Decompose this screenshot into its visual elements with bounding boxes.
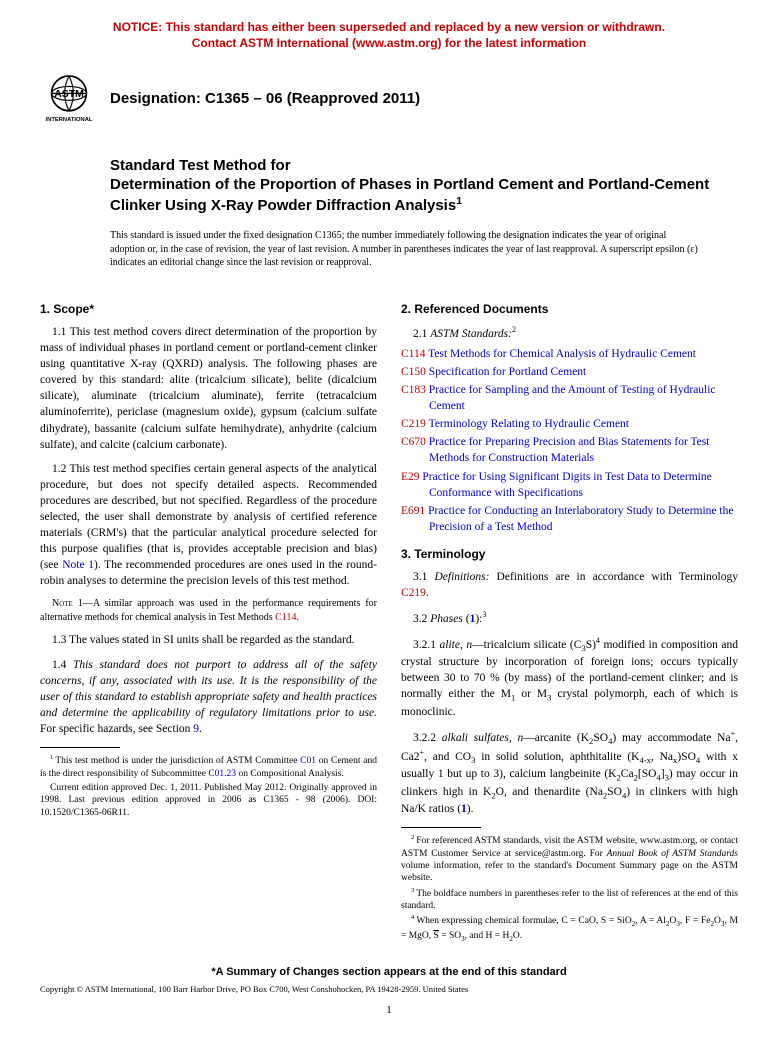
ref-item: C114 Test Methods for Chemical Analysis … [401, 346, 738, 362]
c0123-link[interactable]: C01.23 [208, 769, 236, 779]
scope-heading: 1. Scope* [40, 302, 377, 316]
title-main: Determination of the Proportion of Phase… [110, 176, 738, 216]
references-sub: 2.1 ASTM Standards:2 [401, 324, 738, 342]
ref-item: C150 Specification for Portland Cement [401, 364, 738, 380]
terminology-heading: 3. Terminology [401, 547, 738, 561]
ref-code[interactable]: C219 [401, 418, 426, 430]
footnote-1: 1 This test method is under the jurisdic… [40, 754, 377, 780]
summary-line: *A Summary of Changes section appears at… [40, 966, 738, 978]
issuance-note: This standard is issued under the fixed … [110, 229, 698, 270]
scope-1-1: 1.1 This test method covers direct deter… [40, 324, 377, 453]
footnote-1b: Current edition approved Dec. 1, 2011. P… [40, 782, 377, 819]
notice-line1: NOTICE: This standard has either been su… [113, 20, 665, 34]
right-column: 2. Referenced Documents 2.1 ASTM Standar… [401, 298, 738, 946]
ref-code[interactable]: C183 [401, 384, 426, 396]
c01-link[interactable]: C01 [300, 756, 316, 766]
content-columns: 1. Scope* 1.1 This test method covers di… [40, 298, 738, 946]
footnotes-right: 2 For referenced ASTM standards, visit t… [401, 834, 738, 944]
notice-line2: Contact ASTM International (www.astm.org… [192, 36, 586, 50]
header-row: ASTM INTERNATIONAL Designation: C1365 – … [40, 69, 738, 127]
scope-1-2: 1.2 This test method specifies certain g… [40, 461, 377, 590]
ref-code[interactable]: C114 [401, 348, 426, 360]
ref-item: C670 Practice for Preparing Precision an… [401, 434, 738, 466]
ref-code[interactable]: C670 [401, 436, 426, 448]
svg-text:ASTM: ASTM [54, 89, 84, 100]
scope-1-3: 1.3 The values stated in SI units shall … [40, 632, 377, 648]
note1-link[interactable]: Note 1 [62, 559, 94, 571]
svg-text:INTERNATIONAL: INTERNATIONAL [46, 117, 93, 123]
term-3-2: 3.2 Phases (1):3 [401, 609, 738, 627]
designation: Designation: C1365 – 06 (Reapproved 2011… [110, 90, 420, 107]
title-block: Standard Test Method for Determination o… [110, 157, 738, 215]
references-heading: 2. Referenced Documents [401, 302, 738, 316]
ref-code[interactable]: C150 [401, 366, 426, 378]
ref-text[interactable]: Practice for Conducting an Interlaborato… [428, 505, 733, 533]
title-pre: Standard Test Method for [110, 157, 738, 176]
c219-link[interactable]: C219 [401, 587, 426, 599]
footnote-rule-right [401, 827, 481, 828]
ref-item: E691 Practice for Conducting an Interlab… [401, 503, 738, 535]
term-3-2-2: 3.2.2 alkali sulfates, n—arcanite (K2SO4… [401, 728, 738, 817]
ref-text[interactable]: Practice for Using Significant Digits in… [422, 471, 711, 499]
ref-text[interactable]: Test Methods for Chemical Analysis of Hy… [428, 348, 696, 360]
copyright: Copyright © ASTM International, 100 Barr… [40, 984, 738, 994]
astm-logo-icon: ASTM INTERNATIONAL [40, 69, 98, 127]
ref-text[interactable]: Practice for Preparing Precision and Bia… [429, 436, 710, 464]
ref-item: E29 Practice for Using Significant Digit… [401, 469, 738, 501]
footnote-2: 2 For referenced ASTM standards, visit t… [401, 834, 738, 885]
left-column: 1. Scope* 1.1 This test method covers di… [40, 298, 377, 946]
ref-code[interactable]: E691 [401, 505, 425, 517]
footnote-4: 4 When expressing chemical formulae, C =… [401, 914, 738, 943]
scope-1-4: 1.4 This standard does not purport to ad… [40, 657, 377, 737]
page-number: 1 [40, 1004, 738, 1016]
footnote-3: 3 The boldface numbers in parentheses re… [401, 887, 738, 913]
ref-text[interactable]: Specification for Portland Cement [429, 366, 586, 378]
footnotes-left: 1 This test method is under the jurisdic… [40, 754, 377, 819]
footnote-rule-left [40, 747, 120, 748]
ref-item: C183 Practice for Sampling and the Amoun… [401, 382, 738, 414]
c114-link[interactable]: C114 [275, 612, 296, 623]
ref-text[interactable]: Terminology Relating to Hydraulic Cement [429, 418, 629, 430]
note-1: Note 1—A similar approach was used in th… [40, 597, 377, 624]
ref-text[interactable]: Practice for Sampling and the Amount of … [429, 384, 716, 412]
notice-banner: NOTICE: This standard has either been su… [40, 20, 738, 51]
term-3-2-1: 3.2.1 alite, n—tricalcium silicate (C3S)… [401, 635, 738, 720]
ref-item: C219 Terminology Relating to Hydraulic C… [401, 416, 738, 432]
ref-code[interactable]: E29 [401, 471, 420, 483]
term-3-1: 3.1 Definitions: Definitions are in acco… [401, 569, 738, 601]
